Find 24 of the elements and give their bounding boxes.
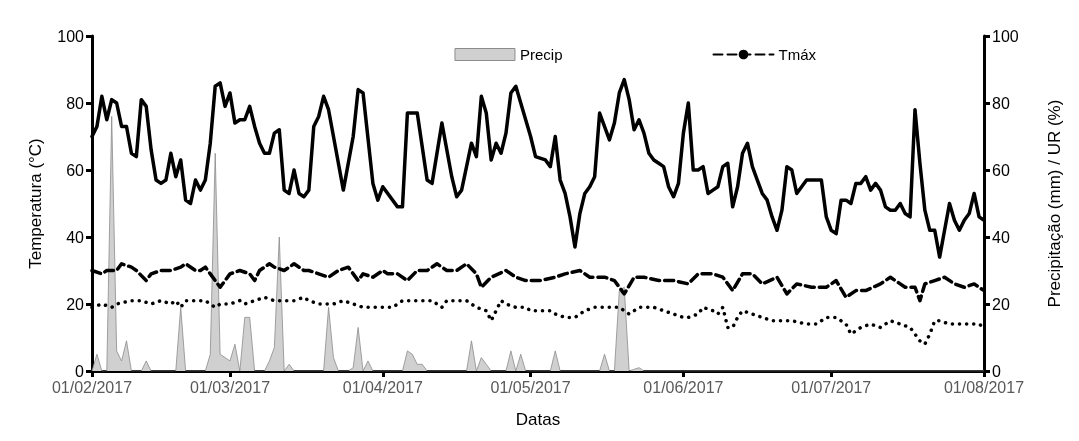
y2-axis-title: Precipitação (mm) / UR (%) (1045, 99, 1064, 308)
legend-label: Precip (519, 46, 563, 63)
y2-tick-label: 60 (992, 161, 1010, 179)
x-tick-label: 01/06/2017 (643, 378, 724, 396)
legend-label: Tmáx (778, 46, 817, 63)
y2-tick-label: 0 (992, 362, 1001, 380)
y-tick-label: 80 (66, 94, 85, 112)
y-tick-label: 20 (66, 295, 85, 313)
y2-tick-label: 100 (992, 27, 1019, 45)
x-tick-label: 01/04/2017 (342, 378, 423, 396)
y-axis-title: Temperatura (°C) (26, 138, 45, 269)
y-tick-label: 0 (75, 362, 85, 380)
y2-tick-label: 40 (992, 228, 1010, 246)
x-tick-label: 01/02/2017 (51, 378, 133, 396)
x-tick-label: 01/03/2017 (189, 378, 271, 396)
x-tick-label: 01/05/2017 (490, 378, 571, 396)
y-tick-label: 60 (66, 161, 85, 179)
x-tick-label: 01/07/2017 (791, 378, 872, 396)
x-axis-title: Datas (515, 410, 561, 429)
y-tick-label: 100 (57, 27, 85, 45)
y-tick-label: 40 (66, 228, 85, 246)
y2-tick-label: 20 (992, 295, 1010, 313)
y2-tick-label: 80 (992, 94, 1010, 112)
x-tick-label: 01/08/2017 (943, 378, 1025, 396)
